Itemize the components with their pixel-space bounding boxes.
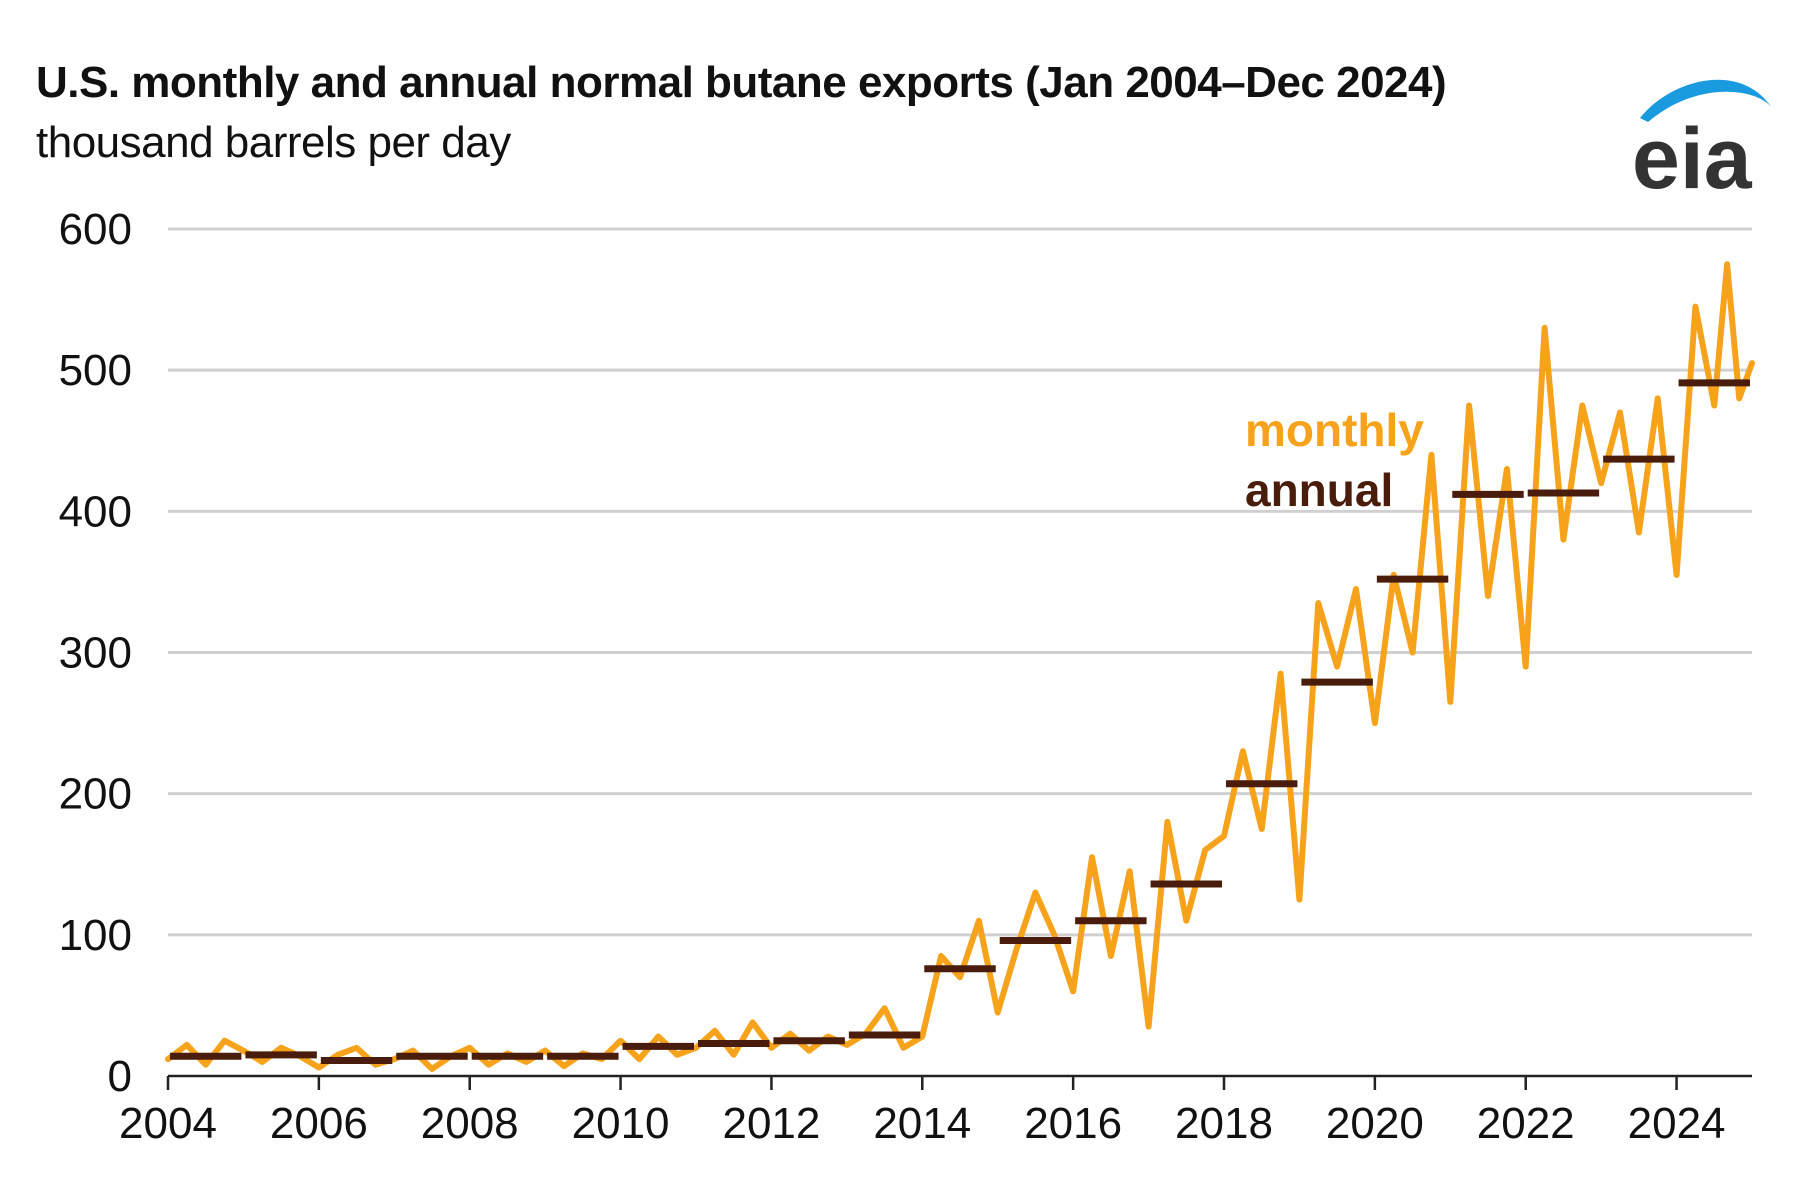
monthly-line	[165, 261, 1755, 1072]
x-tick-label-2020: 2020	[1326, 1099, 1424, 1148]
y-tick-label-600: 600	[59, 205, 132, 254]
x-tick-label-2014: 2014	[873, 1099, 971, 1148]
x-tick-label-2006: 2006	[270, 1099, 368, 1148]
x-axis-ticks: 2004 2006 2008 2010 2012 2014 2016 2018 2020 2022…	[119, 1074, 1752, 1148]
chart-subtitle: thousand barrels per day	[36, 118, 511, 167]
y-tick-label-300: 300	[59, 629, 132, 678]
y-tick-label-0: 0	[108, 1052, 132, 1101]
x-tick-label-2012: 2012	[722, 1099, 820, 1148]
x-tick-label-2010: 2010	[572, 1099, 670, 1148]
y-tick-label-100: 100	[59, 911, 132, 960]
eia-logo: eia	[1630, 60, 1780, 207]
legend: monthly annual	[1245, 404, 1424, 516]
logo-text: eia	[1632, 111, 1753, 200]
annual-series	[170, 379, 1750, 1064]
y-tick-label-200: 200	[59, 770, 132, 819]
monthly-series	[165, 261, 1755, 1072]
grid-lines	[168, 227, 1752, 937]
logo-swoosh-icon	[1640, 79, 1772, 122]
y-axis-tick-labels: 0 100 200 300 400 500 600	[59, 205, 132, 1101]
x-tick-label-2018: 2018	[1175, 1099, 1273, 1148]
chart-title: U.S. monthly and annual normal butane ex…	[36, 58, 1447, 107]
x-tick-label-2024: 2024	[1628, 1099, 1726, 1148]
x-tick-label-2016: 2016	[1024, 1099, 1122, 1148]
x-tick-label-2008: 2008	[421, 1099, 519, 1148]
x-tick-label-2022: 2022	[1477, 1099, 1575, 1148]
x-tick-label-2004: 2004	[119, 1099, 217, 1148]
y-tick-label-500: 500	[59, 346, 132, 395]
y-tick-label-400: 400	[59, 487, 132, 536]
legend-annual: annual	[1245, 464, 1393, 516]
legend-monthly: monthly	[1245, 404, 1424, 456]
